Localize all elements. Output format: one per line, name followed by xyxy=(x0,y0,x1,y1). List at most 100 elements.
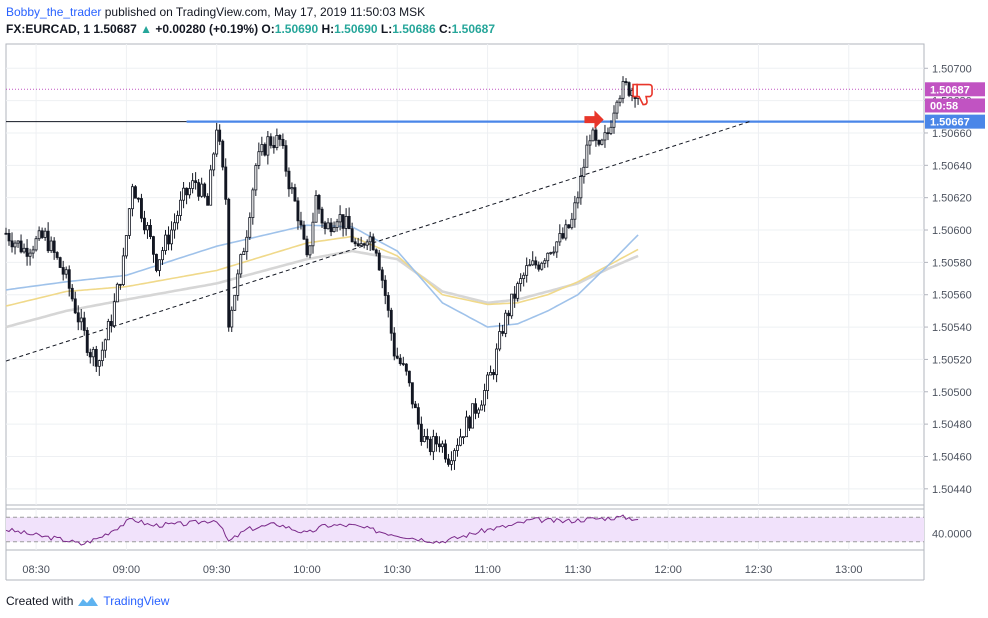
candle-body xyxy=(440,443,444,448)
price-tick-label: 1.50560 xyxy=(932,290,972,302)
candle-body xyxy=(148,224,152,237)
candle-body xyxy=(76,312,80,323)
candle-body xyxy=(161,250,164,261)
symbol-label[interactable]: FX:EURCAD, 1 xyxy=(6,22,91,36)
candle-body xyxy=(389,309,393,334)
moving-average-yellow xyxy=(5,235,639,307)
change-value: +0.00280 (+0.19%) xyxy=(155,22,259,36)
candle-body xyxy=(151,236,155,255)
candle-body xyxy=(537,264,541,270)
candle-body xyxy=(179,199,182,216)
candle-body xyxy=(368,236,372,243)
candle-body xyxy=(287,170,291,190)
candle-body xyxy=(260,144,264,153)
candle-body xyxy=(519,278,523,285)
candle-body xyxy=(495,348,498,376)
candle-body xyxy=(91,348,95,358)
candle-body xyxy=(486,374,489,392)
candle-body xyxy=(452,450,456,462)
candle-body xyxy=(218,129,222,142)
open-label: O: xyxy=(261,22,275,36)
candle-body xyxy=(145,224,149,231)
candle-body xyxy=(176,215,179,224)
price-tick-label: 1.50700 xyxy=(932,63,972,75)
candle-body xyxy=(570,218,574,229)
candle-body xyxy=(323,222,327,229)
candle-body xyxy=(501,331,505,334)
candle-body xyxy=(305,238,309,256)
close-value: 1.50687 xyxy=(451,22,496,36)
candle-body xyxy=(618,97,622,103)
candle-body xyxy=(549,252,553,254)
moving-average-gray xyxy=(5,249,639,329)
time-tick-label: 09:30 xyxy=(203,564,231,576)
candle-body xyxy=(46,230,50,252)
candle-body xyxy=(55,252,59,258)
candle-body xyxy=(296,200,300,222)
candle-body xyxy=(320,208,324,224)
candle-body xyxy=(31,249,35,254)
candle-body xyxy=(380,269,384,281)
price-badge xyxy=(925,98,985,113)
candle-body xyxy=(582,166,586,178)
candle-body xyxy=(182,187,185,201)
time-tick-label: 10:00 xyxy=(293,564,321,576)
publish-info: Bobby_the_trader published on TradingVie… xyxy=(6,5,425,19)
candle-body xyxy=(40,230,44,238)
price-tick-label: 1.50580 xyxy=(932,257,972,269)
candle-body xyxy=(576,197,580,204)
candle-body xyxy=(359,243,363,246)
candle-body xyxy=(203,183,207,197)
tradingview-brand[interactable]: TradingView xyxy=(103,594,170,608)
candle-body xyxy=(329,222,333,233)
author-link[interactable]: Bobby_the_trader xyxy=(6,5,102,19)
candle-body xyxy=(528,264,532,267)
candle-body xyxy=(170,229,173,245)
publish-text: published on TradingView.com, May 17, 20… xyxy=(104,5,426,19)
candle-body xyxy=(254,165,258,191)
ohlc-legend: FX:EURCAD, 1 1.50687 ▲ +0.00280 (+0.19%)… xyxy=(6,22,495,36)
candle-body xyxy=(266,136,270,156)
candle-body xyxy=(194,180,198,183)
time-tick-label: 11:00 xyxy=(474,564,501,576)
candle-body xyxy=(299,220,303,226)
candle-body xyxy=(401,363,405,365)
candle-body xyxy=(600,139,604,145)
candle-body xyxy=(573,202,577,220)
candle-body xyxy=(103,339,107,351)
candle-body xyxy=(157,259,161,271)
candle-body xyxy=(471,403,474,429)
candle-body xyxy=(546,252,550,262)
candle-body xyxy=(314,194,318,223)
price-tick-label: 1.50480 xyxy=(932,419,972,431)
candle-body xyxy=(16,240,20,244)
candle-body xyxy=(612,112,616,128)
candle-body xyxy=(245,236,249,253)
candle-body xyxy=(311,221,315,247)
candle-body xyxy=(377,252,381,271)
candle-body xyxy=(341,214,345,229)
candle-body xyxy=(365,241,369,246)
candle-body xyxy=(443,443,447,460)
candle-body xyxy=(564,224,568,239)
candle-body xyxy=(127,208,131,236)
price-tick-label: 1.50520 xyxy=(932,354,972,366)
candle-body xyxy=(507,312,511,317)
main-pane xyxy=(5,43,925,506)
oscillator-level-label: 40.0000 xyxy=(932,529,972,541)
candle-body xyxy=(185,187,188,196)
candle-body xyxy=(34,238,38,251)
price-tick-label: 1.50540 xyxy=(932,322,972,334)
candle-body xyxy=(585,144,589,168)
candle-body xyxy=(124,235,128,257)
candle-body xyxy=(115,283,119,303)
candle-body xyxy=(58,257,62,268)
candle-body xyxy=(510,293,514,317)
candle-body xyxy=(407,370,411,384)
candle-body xyxy=(7,232,11,242)
low-label: L: xyxy=(380,22,393,36)
candle-body xyxy=(85,329,89,353)
candle-body xyxy=(516,283,520,299)
thumbs-down-icon xyxy=(632,83,653,106)
